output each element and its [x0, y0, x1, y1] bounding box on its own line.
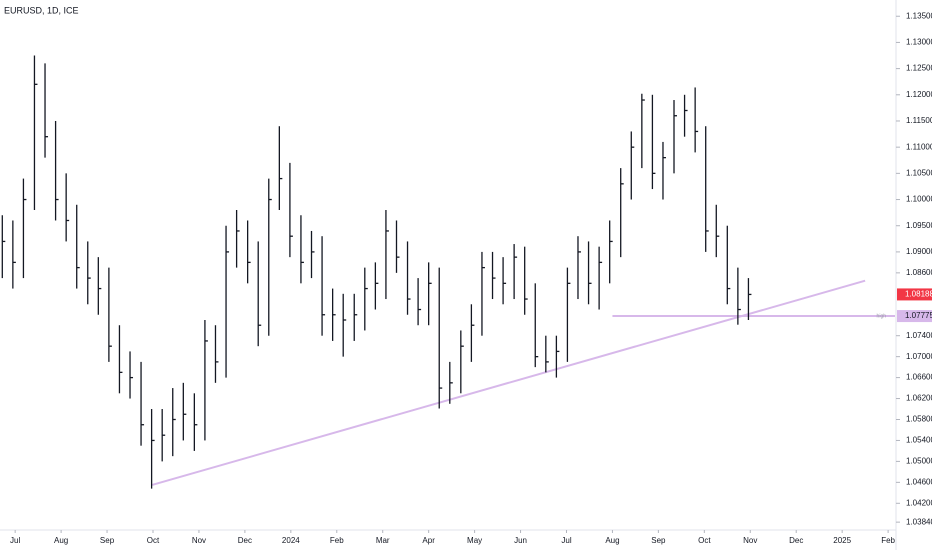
y-tick-label: 1.06200	[906, 394, 932, 403]
trend-line	[151, 279, 866, 486]
x-tick-label: Dec	[789, 536, 803, 545]
x-tick-label: Sep	[100, 536, 115, 545]
hline-price-box	[897, 310, 932, 323]
y-tick-label: 1.05400	[906, 436, 932, 445]
x-tick-label: 2025	[833, 536, 851, 545]
y-tick-label: 1.13000	[906, 38, 932, 47]
x-tick-label: Oct	[147, 536, 160, 545]
y-tick-label: 1.11500	[906, 116, 932, 125]
y-tick-label: 1.10000	[906, 195, 932, 204]
y-tick-label: 1.06600	[906, 373, 932, 382]
x-tick-label: Jun	[514, 536, 527, 545]
y-tick-label: 1.11000	[906, 142, 932, 151]
x-tick-label: Sep	[651, 536, 666, 545]
y-tick-label: 1.07000	[906, 352, 932, 361]
x-tick-label: Feb	[881, 536, 895, 545]
x-tick-label: Dec	[238, 536, 252, 545]
x-tick-label: Nov	[192, 536, 206, 545]
x-tick-label: Mar	[376, 536, 390, 545]
last-price-label: 1.08188	[905, 290, 932, 299]
last-price-box	[897, 288, 932, 301]
y-tick-label: 1.09000	[906, 247, 932, 256]
y-tick-label: 1.09500	[906, 221, 932, 230]
y-tick-label: 1.12000	[906, 90, 932, 99]
x-tick-label: Aug	[605, 536, 619, 545]
chart-title: EURUSD, 1D, ICE	[4, 5, 79, 15]
y-tick-label: 1.05000	[906, 457, 932, 466]
y-tick-label: 1.08600	[906, 268, 932, 277]
x-tick-label: Nov	[743, 536, 757, 545]
y-tick-label: 1.03840	[906, 517, 932, 526]
y-tick-label: 1.07400	[906, 331, 932, 340]
x-tick-label: Oct	[698, 536, 711, 545]
x-tick-label: Feb	[330, 536, 344, 545]
x-tick-label: May	[467, 536, 482, 545]
y-tick-label: 1.04600	[906, 477, 932, 486]
x-tick-label: Jul	[561, 536, 571, 545]
y-tick-label: 1.12500	[906, 64, 932, 73]
x-tick-label: Apr	[422, 536, 435, 545]
y-tick-label: 1.04200	[906, 498, 932, 507]
hline-price-label: 1.07775	[905, 311, 932, 320]
x-tick-label: Jul	[10, 536, 20, 545]
y-tick-label: 1.05800	[906, 415, 932, 424]
y-tick-label: 1.10500	[906, 168, 932, 177]
y-tick-label: 1.13500	[906, 11, 932, 20]
line-name: high	[877, 313, 887, 319]
x-tick-label: 2024	[282, 536, 300, 545]
x-tick-label: Aug	[54, 536, 68, 545]
